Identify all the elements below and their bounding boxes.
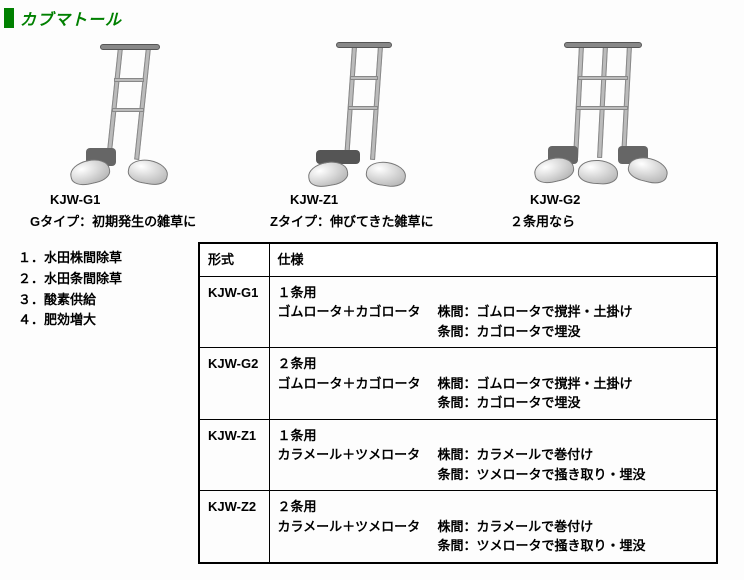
cell-model: KJW-Z2 xyxy=(199,491,269,563)
cell-spec: １条用 カラメール＋ツメロータ 株間：カラメールで巻付け 条間：ツメロータで掻き… xyxy=(269,419,717,491)
feature-item: ３．酸素供給 xyxy=(18,290,198,311)
spec-parts: カラメール＋ツメロータ xyxy=(278,517,438,556)
spec-parts: ゴムロータ＋カゴロータ xyxy=(278,302,438,341)
cell-spec: １条用 ゴムロータ＋カゴロータ 株間：ゴムロータで撹拌・土掛け 条間：カゴロータ… xyxy=(269,276,717,348)
table-row: KJW-G1 １条用 ゴムロータ＋カゴロータ 株間：ゴムロータで撹拌・土掛け 条… xyxy=(199,276,717,348)
header-model: 形式 xyxy=(199,243,269,276)
spec-line1: ２条用 xyxy=(278,497,709,517)
cell-model: KJW-G1 xyxy=(199,276,269,348)
table-row: KJW-Z2 ２条用 カラメール＋ツメロータ 株間：カラメールで巻付け 条間：ツ… xyxy=(199,491,717,563)
model-desc: Gタイプ：初期発生の雑草に xyxy=(30,211,210,230)
features-list: １．水田株間除草 ２．水田条間除草 ３．酸素供給 ４．肥効増大 xyxy=(18,242,198,331)
model-label: KJW-Z1 xyxy=(270,192,450,207)
model-desc: ２条用なら xyxy=(510,211,690,230)
model-label: KJW-G2 xyxy=(510,192,690,207)
products-row: KJW-G1 Gタイプ：初期発生の雑草に KJW-Z1 Zタイプ：伸びてきた雑草… xyxy=(0,32,744,230)
lower-section: １．水田株間除草 ２．水田条間除草 ３．酸素供給 ４．肥効増大 形式 仕様 KJ… xyxy=(0,230,744,564)
spec-d2: 条間：ツメロータで掻き取り・埋没 xyxy=(438,465,646,485)
feature-item: ４．肥効増大 xyxy=(18,310,198,331)
spec-line1: ２条用 xyxy=(278,354,709,374)
model-desc: Zタイプ：伸びてきた雑草に xyxy=(270,211,450,230)
product-image-g1 xyxy=(40,40,200,190)
table-row: KJW-G2 ２条用 ゴムロータ＋カゴロータ 株間：ゴムロータで撹拌・土掛け 条… xyxy=(199,348,717,420)
product-z1: KJW-Z1 Zタイプ：伸びてきた雑草に xyxy=(270,40,450,230)
product-image-z1 xyxy=(280,40,440,190)
spec-d1: 株間：カラメールで巻付け xyxy=(438,517,646,537)
model-label: KJW-G1 xyxy=(30,192,210,207)
spec-parts: ゴムロータ＋カゴロータ xyxy=(278,374,438,413)
product-image-g2 xyxy=(520,40,680,190)
spec-d2: 条間：カゴロータで埋没 xyxy=(438,322,633,342)
cell-spec: ２条用 カラメール＋ツメロータ 株間：カラメールで巻付け 条間：ツメロータで掻き… xyxy=(269,491,717,563)
spec-d2: 条間：カゴロータで埋没 xyxy=(438,393,633,413)
cell-model: KJW-G2 xyxy=(199,348,269,420)
spec-parts: カラメール＋ツメロータ xyxy=(278,445,438,484)
feature-item: １．水田株間除草 xyxy=(18,248,198,269)
cell-spec: ２条用 ゴムロータ＋カゴロータ 株間：ゴムロータで撹拌・土掛け 条間：カゴロータ… xyxy=(269,348,717,420)
spec-d2: 条間：ツメロータで掻き取り・埋没 xyxy=(438,536,646,556)
spec-d1: 株間：ゴムロータで撹拌・土掛け xyxy=(438,302,633,322)
cell-model: KJW-Z1 xyxy=(199,419,269,491)
title-text: カブマトール xyxy=(20,6,122,30)
product-g2: KJW-G2 ２条用なら xyxy=(510,40,690,230)
spec-d1: 株間：ゴムロータで撹拌・土掛け xyxy=(438,374,633,394)
header-spec: 仕様 xyxy=(269,243,717,276)
spec-line1: １条用 xyxy=(278,283,709,303)
product-g1: KJW-G1 Gタイプ：初期発生の雑草に xyxy=(30,40,210,230)
title-marker xyxy=(4,8,14,28)
spec-line1: １条用 xyxy=(278,426,709,446)
spec-table: 形式 仕様 KJW-G1 １条用 ゴムロータ＋カゴロータ 株間：ゴムロータで撹拌… xyxy=(198,242,718,564)
table-header-row: 形式 仕様 xyxy=(199,243,717,276)
feature-item: ２．水田条間除草 xyxy=(18,269,198,290)
spec-d1: 株間：カラメールで巻付け xyxy=(438,445,646,465)
title-bar: カブマトール xyxy=(0,0,744,32)
table-row: KJW-Z1 １条用 カラメール＋ツメロータ 株間：カラメールで巻付け 条間：ツ… xyxy=(199,419,717,491)
